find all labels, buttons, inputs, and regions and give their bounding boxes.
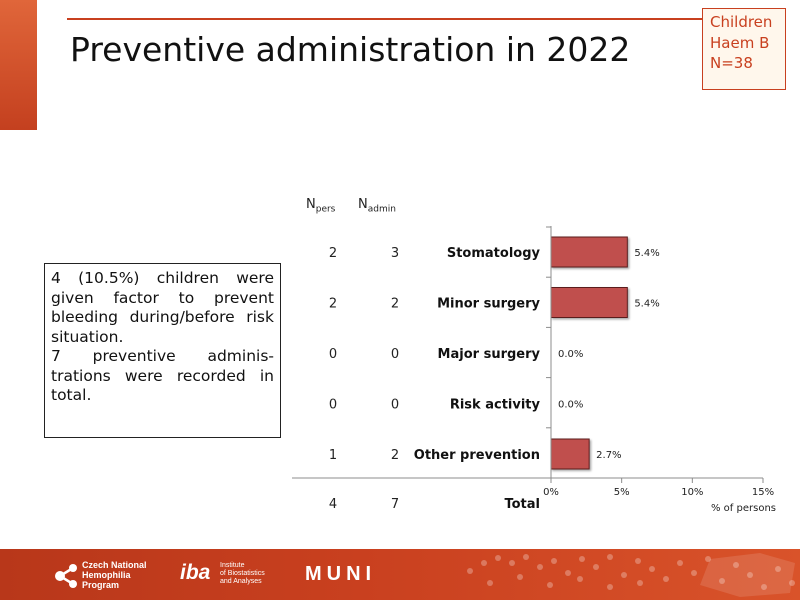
iba-logo-text: Institute of Biostatistics and Analyses bbox=[220, 562, 265, 585]
x-axis-title: % of persons bbox=[711, 503, 776, 514]
x-tick-label: 0% bbox=[543, 487, 559, 498]
title-rule bbox=[67, 18, 707, 20]
category-label: Other prevention bbox=[414, 448, 540, 463]
badge-line-count: N=38 bbox=[710, 54, 753, 72]
summary-note: 4 (10.5%) children were given factor to … bbox=[44, 263, 281, 438]
bar bbox=[550, 287, 628, 318]
nadmin-cell: 0 bbox=[391, 347, 399, 362]
nadmin-cell: 3 bbox=[391, 246, 399, 261]
note-paragraph-1: 4 (10.5%) children were given factor to … bbox=[51, 269, 274, 346]
nadmin-cell: 2 bbox=[391, 297, 399, 312]
npers-cell: 1 bbox=[329, 448, 337, 463]
nadmin-cell: 0 bbox=[391, 398, 399, 413]
bar bbox=[550, 236, 628, 268]
data-label: 0.0% bbox=[558, 349, 583, 360]
data-label: 0.0% bbox=[558, 400, 583, 411]
note-paragraph-2: 7 preventive adminis-trations were recor… bbox=[51, 347, 274, 404]
data-label: 5.4% bbox=[634, 248, 659, 259]
total-nadmin: 7 bbox=[391, 497, 399, 512]
category-label: Risk activity bbox=[450, 398, 541, 413]
npers-column-header: Npers bbox=[306, 197, 336, 215]
bar bbox=[550, 438, 590, 470]
hemophilia-program-logo-icon bbox=[55, 564, 77, 588]
nadmin-column-header: Nadmin bbox=[358, 197, 396, 215]
slide-title: Preventive administration in 2022 bbox=[70, 30, 631, 69]
npers-cell: 2 bbox=[329, 297, 337, 312]
hemophilia-program-logo-text: Czech National Hemophilia Program bbox=[82, 560, 147, 590]
decorative-dot-pattern bbox=[467, 553, 795, 597]
footer-band: Czech National Hemophilia Program iba In… bbox=[0, 549, 800, 600]
category-label: Minor surgery bbox=[437, 297, 540, 312]
x-tick-label: 15% bbox=[752, 487, 774, 498]
x-tick-label: 10% bbox=[681, 487, 703, 498]
data-label: 2.7% bbox=[596, 450, 621, 461]
total-label: Total bbox=[504, 497, 540, 512]
accent-bar bbox=[0, 0, 37, 130]
npers-cell: 0 bbox=[329, 398, 337, 413]
iba-logo-mark: iba bbox=[180, 561, 211, 584]
data-label: 5.4% bbox=[634, 299, 659, 310]
badge-line-cohort: Children bbox=[710, 13, 773, 31]
muni-logo: MUNI bbox=[305, 563, 377, 585]
x-tick-label: 5% bbox=[614, 487, 630, 498]
total-npers: 4 bbox=[329, 497, 337, 512]
badge-line-diagnosis: Haem B bbox=[710, 33, 770, 52]
nadmin-cell: 2 bbox=[391, 448, 399, 463]
category-label: Major surgery bbox=[438, 347, 541, 362]
npers-cell: 0 bbox=[329, 347, 337, 362]
category-label: Stomatology bbox=[447, 246, 541, 261]
cohort-badge: Children Haem B N=38 bbox=[702, 8, 786, 90]
npers-cell: 2 bbox=[329, 246, 337, 261]
